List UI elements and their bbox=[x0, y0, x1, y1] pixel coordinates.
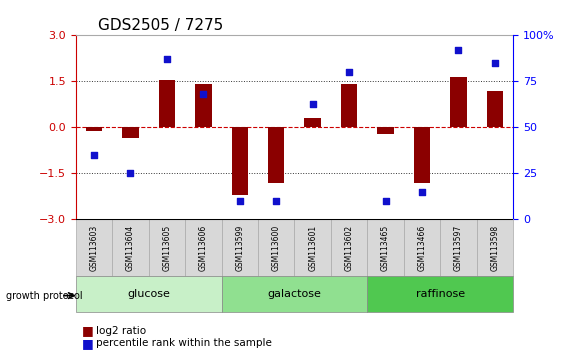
FancyBboxPatch shape bbox=[149, 219, 185, 276]
Text: GDS2505 / 7275: GDS2505 / 7275 bbox=[98, 18, 223, 33]
FancyBboxPatch shape bbox=[76, 219, 112, 276]
Text: GSM113598: GSM113598 bbox=[490, 225, 499, 271]
FancyBboxPatch shape bbox=[476, 219, 513, 276]
Bar bbox=[231, 127, 248, 195]
FancyBboxPatch shape bbox=[222, 276, 367, 312]
Text: GSM113597: GSM113597 bbox=[454, 225, 463, 271]
Point bbox=[272, 198, 281, 204]
FancyBboxPatch shape bbox=[367, 219, 403, 276]
FancyBboxPatch shape bbox=[112, 219, 149, 276]
Text: GSM113600: GSM113600 bbox=[272, 225, 280, 271]
FancyBboxPatch shape bbox=[403, 219, 440, 276]
Bar bbox=[159, 80, 175, 127]
Text: log2 ratio: log2 ratio bbox=[96, 326, 146, 336]
Bar bbox=[195, 85, 212, 127]
FancyBboxPatch shape bbox=[440, 219, 476, 276]
Text: GSM113605: GSM113605 bbox=[163, 225, 171, 271]
Point bbox=[417, 189, 427, 195]
Text: galactose: galactose bbox=[268, 289, 321, 299]
Point bbox=[126, 171, 135, 176]
FancyBboxPatch shape bbox=[258, 219, 294, 276]
Text: raffinose: raffinose bbox=[416, 289, 465, 299]
Bar bbox=[304, 118, 321, 127]
Text: ■: ■ bbox=[82, 325, 93, 337]
Bar bbox=[414, 127, 430, 183]
Bar bbox=[122, 127, 139, 138]
FancyBboxPatch shape bbox=[331, 219, 367, 276]
Point bbox=[345, 69, 354, 75]
Point bbox=[162, 57, 171, 62]
Text: GSM113604: GSM113604 bbox=[126, 225, 135, 271]
Point bbox=[490, 60, 500, 66]
Bar bbox=[377, 127, 394, 133]
Point bbox=[381, 198, 390, 204]
Text: GSM113466: GSM113466 bbox=[417, 225, 426, 271]
Bar bbox=[487, 91, 503, 127]
Text: GSM113602: GSM113602 bbox=[345, 225, 353, 271]
Bar bbox=[341, 85, 357, 127]
Point bbox=[308, 101, 317, 106]
Text: GSM113606: GSM113606 bbox=[199, 225, 208, 271]
FancyBboxPatch shape bbox=[76, 276, 222, 312]
Text: GSM113599: GSM113599 bbox=[236, 225, 244, 271]
Point bbox=[89, 152, 99, 158]
FancyBboxPatch shape bbox=[294, 219, 331, 276]
FancyBboxPatch shape bbox=[367, 276, 513, 312]
Bar bbox=[86, 127, 102, 131]
Bar bbox=[450, 77, 466, 127]
Text: GSM113603: GSM113603 bbox=[90, 225, 99, 271]
Text: ■: ■ bbox=[82, 337, 93, 350]
Point bbox=[454, 47, 463, 53]
Text: glucose: glucose bbox=[127, 289, 170, 299]
Text: percentile rank within the sample: percentile rank within the sample bbox=[96, 338, 272, 348]
Bar bbox=[268, 127, 285, 183]
FancyBboxPatch shape bbox=[185, 219, 222, 276]
Text: GSM113601: GSM113601 bbox=[308, 225, 317, 271]
Point bbox=[199, 91, 208, 97]
Text: GSM113465: GSM113465 bbox=[381, 225, 390, 271]
FancyBboxPatch shape bbox=[222, 219, 258, 276]
Text: growth protocol: growth protocol bbox=[6, 291, 82, 301]
Point bbox=[235, 198, 244, 204]
